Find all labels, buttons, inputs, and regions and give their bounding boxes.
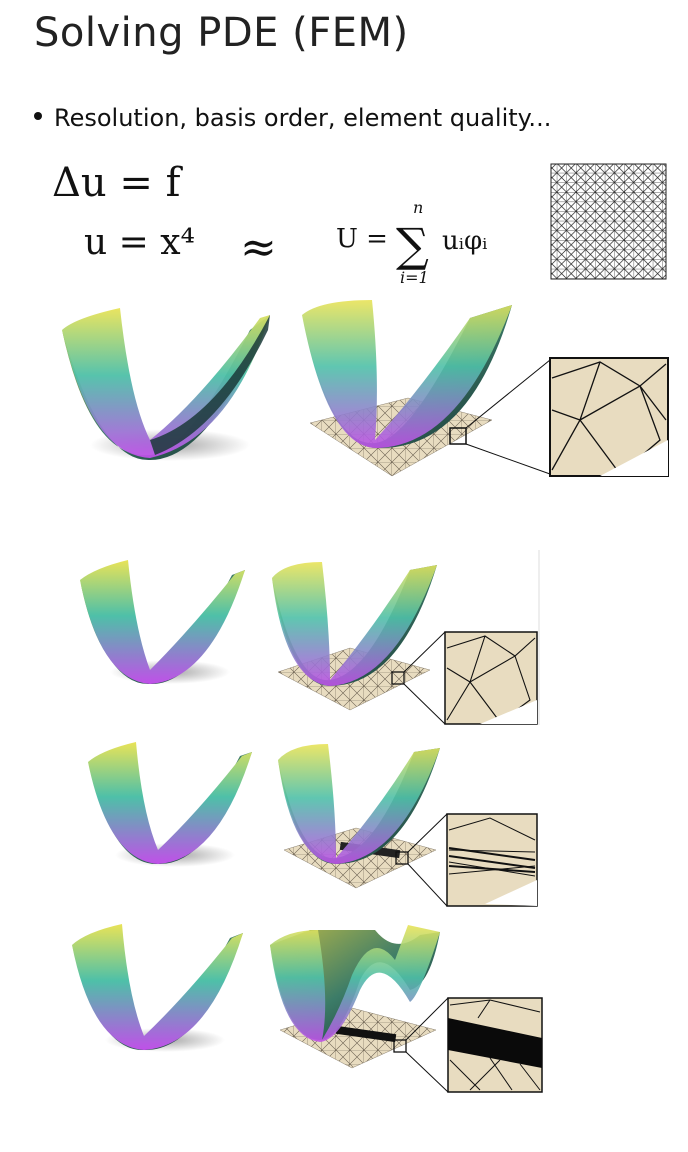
exact-solution: u = x⁴	[84, 222, 195, 263]
mesh-zoom-inset-1	[549, 357, 669, 477]
fem-surface-large	[302, 300, 551, 477]
sum-symbol: ∑	[396, 218, 429, 272]
mesh-grid-icon	[550, 163, 667, 280]
slide-title: Solving PDE (FEM)	[34, 10, 409, 56]
bullet-icon	[34, 112, 42, 120]
sum-lower-limit: i=1	[400, 268, 429, 287]
exact-surface-row3	[88, 742, 252, 867]
exact-surface-row2	[80, 560, 245, 685]
approx-symbol: ≈	[240, 222, 277, 273]
pde-equation: Δu = f	[52, 160, 181, 206]
fem-surface-row2	[272, 562, 538, 725]
fem-surface-row4	[270, 925, 543, 1093]
sum-upper-limit: n	[413, 198, 424, 217]
discrete-rhs: uᵢφᵢ	[442, 226, 488, 256]
discrete-lhs: U =	[336, 224, 388, 254]
bullet-text: Resolution, basis order, element quality…	[54, 104, 552, 132]
fem-surface-row3	[278, 744, 538, 907]
bullet-point: Resolution, basis order, element quality…	[34, 104, 551, 132]
exact-surface-large	[62, 308, 270, 461]
exact-surface-row4	[72, 924, 243, 1052]
